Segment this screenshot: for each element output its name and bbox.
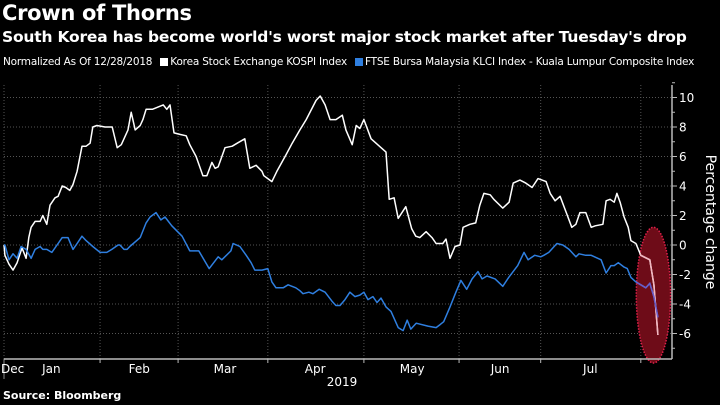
series-line-kospi <box>3 95 659 336</box>
legend-swatch-kospi <box>160 58 169 66</box>
legend-label-kospi: Korea Stock Exchange KOSPI Index <box>170 56 347 68</box>
grid <box>3 85 672 359</box>
y-tick-label: 6 <box>679 150 687 164</box>
series-layer <box>3 95 659 336</box>
x-tick-label-mar: Mar <box>214 362 237 376</box>
legend-item-klci: FTSE Bursa Malaysia KLCI Index - Kuala L… <box>354 56 695 68</box>
y-tick-label: 4 <box>679 180 687 194</box>
y-axis-label: Percentage change <box>702 155 718 290</box>
y-tick-label: 0 <box>679 239 687 253</box>
source-note: Source: Bloomberg <box>3 389 122 402</box>
x-axis-year-label: 2019 <box>327 375 358 389</box>
y-tick-label: 8 <box>679 121 687 135</box>
legend-swatch-klci <box>354 58 363 66</box>
y-tick-label: -4 <box>679 298 691 312</box>
x-tick-label-jan: Jan <box>41 362 61 376</box>
series-line-highlighted-klci <box>636 227 659 332</box>
x-tick-label-may: May <box>400 362 425 376</box>
x-tick-label-apr: Apr <box>305 362 326 376</box>
legend-note: Normalized As Of 12/28/2018 <box>3 56 153 68</box>
chart-title: Crown of Thorns <box>2 1 192 25</box>
legend: Normalized As Of 12/28/2018 Korea Stock … <box>3 56 694 68</box>
y-tick-label: 10 <box>679 91 694 105</box>
x-tick-label-jun: Jun <box>490 362 510 376</box>
series-line-klci <box>4 211 659 332</box>
y-tick-label: 2 <box>679 209 687 223</box>
x-tick-label-jul: Jul <box>582 362 597 376</box>
chart-subtitle: South Korea has become world's worst maj… <box>2 28 687 46</box>
x-tick-label-dec: Dec <box>1 362 24 376</box>
y-tick-label: -2 <box>679 268 691 282</box>
x-tick-label-feb: Feb <box>129 362 150 376</box>
y-tick-label: -6 <box>679 327 691 341</box>
legend-label-klci: FTSE Bursa Malaysia KLCI Index - Kuala L… <box>364 56 695 68</box>
legend-item-kospi: Korea Stock Exchange KOSPI Index <box>160 56 347 68</box>
axes: -6 -4 -2 0 2 4 6 8 10 Dec Jan Feb Mar Apr May Jun Jul <box>1 82 694 379</box>
